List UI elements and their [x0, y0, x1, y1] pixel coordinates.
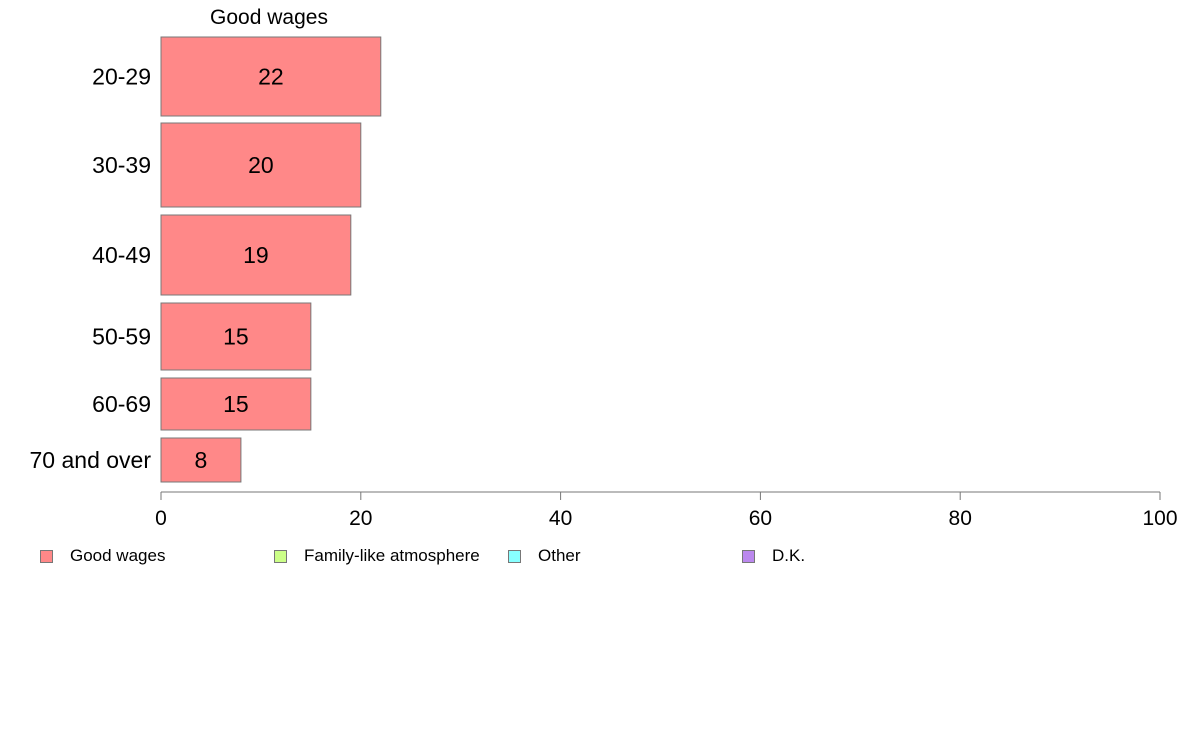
- legend-label: Family-like atmosphere: [304, 546, 480, 565]
- x-tick-label: 80: [949, 507, 972, 530]
- legend: Good wages Family-like atmosphere Other D.K…: [0, 544, 1188, 570]
- legend-swatch: [508, 549, 521, 563]
- chart-title: Good wages: [210, 6, 328, 29]
- bar: [160, 36, 382, 117]
- bar-value-label: 15: [223, 391, 249, 417]
- category-label: 20-29: [92, 64, 151, 90]
- bar-value-label: 22: [258, 64, 284, 90]
- category-label: 70 and over: [30, 447, 152, 473]
- legend-item: Family-like atmosphere: [274, 544, 480, 568]
- x-tick-label: 100: [1142, 507, 1177, 530]
- category-labels: 20-29 30-39 40-49 50-59 60-69 70 and over: [30, 64, 152, 474]
- bar: [160, 302, 312, 371]
- x-tick-label: 20: [349, 507, 372, 530]
- legend-swatch: [274, 549, 287, 563]
- legend-label: Other: [538, 546, 581, 565]
- bar: [160, 377, 312, 431]
- category-label: 40-49: [92, 242, 151, 268]
- x-tick-label: 60: [749, 507, 772, 530]
- bar-chart: Good wages 22 20 19 15 15 8 20-29 30-39 40-49 50…: [30, 6, 1178, 530]
- bar-value-label: 15: [223, 324, 249, 350]
- x-tick-label: 0: [155, 507, 167, 530]
- category-label: 50-59: [92, 324, 151, 350]
- category-label: 60-69: [92, 391, 151, 417]
- category-label: 30-39: [92, 152, 151, 178]
- bar-value-label: 19: [243, 242, 269, 268]
- bar-value-label: 20: [248, 152, 274, 178]
- legend-item: Other: [508, 544, 581, 568]
- bar: [160, 214, 352, 296]
- legend-item: D.K.: [742, 544, 805, 568]
- legend-swatch: [742, 549, 755, 563]
- bars-group: 22 20 19 15 15 8: [160, 36, 382, 483]
- x-axis: 0 20 40 60 80 100: [155, 491, 1178, 530]
- legend-label: D.K.: [772, 546, 806, 565]
- x-tick-label: 40: [549, 507, 572, 530]
- legend-item: Good wages: [40, 544, 165, 568]
- legend-swatch: [40, 549, 53, 563]
- bar-value-label: 8: [195, 447, 208, 473]
- bar: [160, 122, 362, 208]
- legend-label: Good wages: [70, 546, 166, 565]
- bar: [160, 437, 242, 483]
